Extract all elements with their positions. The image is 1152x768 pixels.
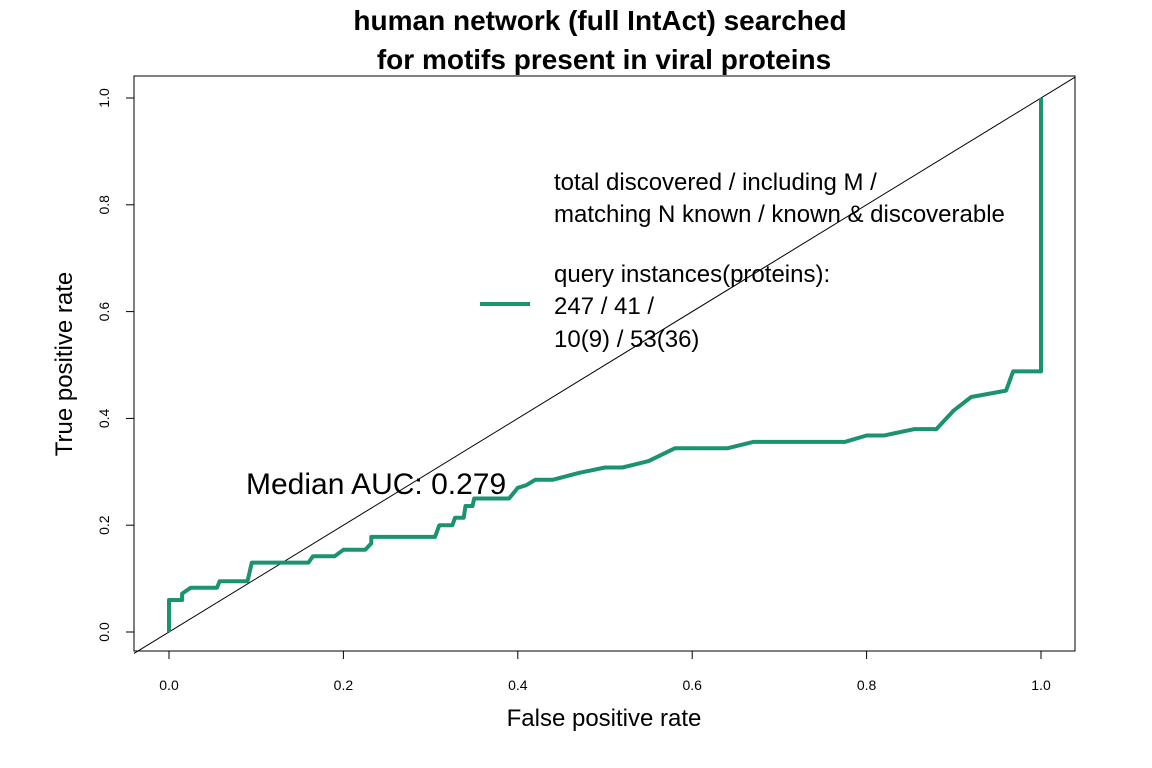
- y-tick-label: 1.0: [96, 88, 112, 108]
- x-tick-label: 0.2: [334, 677, 354, 693]
- legend: total discovered / including M / matchin…: [480, 169, 1005, 353]
- y-tick-label: 0.4: [96, 408, 112, 428]
- legend-header-line-2: matching N known / known & discoverable: [554, 201, 1005, 228]
- legend-entry-line-1: query instances(proteins):: [554, 261, 830, 288]
- legend-entry-line-3: 10(9) / 53(36): [554, 326, 699, 353]
- x-tick-label: 0.4: [508, 677, 528, 693]
- median-auc-annotation: Median AUC: 0.279: [246, 468, 506, 501]
- legend-header-line-1: total discovered / including M /: [554, 169, 877, 196]
- x-tick-label: 0.0: [159, 677, 179, 693]
- y-tick-label: 0.2: [96, 515, 112, 535]
- y-tick-label: 0.0: [96, 622, 112, 642]
- diagonal-reference-line: [133, 76, 1076, 654]
- legend-entry-line-2: 247 / 41 /: [554, 293, 654, 320]
- chart-title-line-2: for motifs present in viral proteins: [377, 44, 831, 75]
- x-axis-title: False positive rate: [507, 705, 702, 732]
- y-tick-label: 0.8: [96, 195, 112, 215]
- y-tick-label: 0.6: [96, 302, 112, 322]
- x-axis: 0.0 0.2 0.4 0.6 0.8 1.0: [159, 650, 1051, 693]
- y-axis-title: True positive rate: [51, 272, 78, 457]
- x-tick-label: 0.8: [857, 677, 877, 693]
- chart-title-line-1: human network (full IntAct) searched: [353, 5, 846, 36]
- x-tick-label: 0.6: [682, 677, 702, 693]
- x-tick-label: 1.0: [1031, 677, 1051, 693]
- plot-box: [133, 75, 1076, 652]
- y-axis: 0.0 0.2 0.4 0.6 0.8 1.0: [96, 88, 135, 642]
- roc-curve-line: [167, 98, 1043, 632]
- roc-curves: [167, 98, 1043, 632]
